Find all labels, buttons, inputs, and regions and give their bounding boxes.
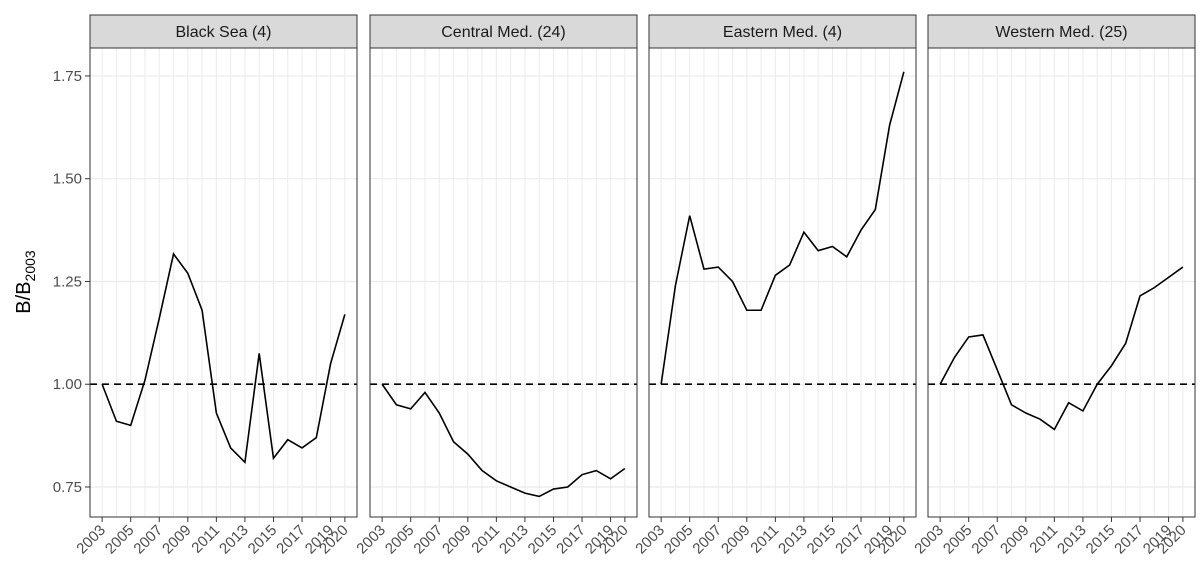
x-tick-label: 2005 — [940, 522, 976, 558]
x-tick-label: 2007 — [689, 522, 725, 558]
panel-border — [927, 47, 1196, 518]
x-tick-label: 2005 — [661, 522, 697, 558]
y-axis-label: B/B2003 — [13, 250, 38, 314]
y-tick-label: 1.00 — [53, 376, 82, 393]
strip — [369, 14, 638, 49]
x-tick-label: 2003 — [353, 522, 389, 558]
y-tick-label: 1.75 — [53, 68, 82, 85]
x-tick-label: 2013 — [1054, 522, 1090, 558]
panel-title: Western Med. (25) — [995, 24, 1127, 41]
x-tick-label: 2011 — [188, 522, 223, 557]
x-tick-label: 2003 — [632, 522, 668, 558]
x-tick-label: 2009 — [997, 522, 1033, 558]
x-tick-label: 2003 — [911, 522, 947, 558]
panel-title: Black Sea (4) — [175, 24, 271, 41]
x-tick-label: 2003 — [73, 522, 109, 558]
y-tick-label: 0.75 — [53, 479, 82, 496]
x-tick-label: 2011 — [468, 522, 503, 557]
x-tick-label: 2009 — [718, 522, 754, 558]
x-tick-label: 2017 — [832, 522, 868, 558]
x-tick-label: 2013 — [216, 522, 252, 558]
line — [660, 71, 905, 385]
y-axis-label-main: B/B — [13, 281, 35, 313]
x-tick-label: 2015 — [525, 522, 561, 558]
line — [381, 383, 626, 498]
y-tick-label: 1.25 — [53, 273, 82, 290]
strip — [89, 14, 358, 49]
x-tick-label: 2011 — [1026, 522, 1061, 557]
x-tick-label: 2011 — [747, 522, 782, 557]
x-tick-label: 2009 — [439, 522, 475, 558]
x-tick-label: 2017 — [553, 522, 589, 558]
x-tick-label: 2015 — [1083, 522, 1119, 558]
panel-border — [648, 47, 917, 518]
x-tick-label: 2017 — [273, 522, 309, 558]
panel-title: Central Med. (24) — [441, 24, 566, 41]
panel-border — [369, 47, 638, 518]
x-tick-label: 2007 — [968, 522, 1004, 558]
line — [101, 252, 346, 465]
y-tick-label: 1.50 — [53, 171, 82, 188]
x-tick-label: 2007 — [410, 522, 446, 558]
x-tick-label: 2007 — [130, 522, 166, 558]
panel-border — [89, 47, 358, 518]
x-tick-label: 2009 — [159, 522, 195, 558]
line — [939, 266, 1184, 431]
x-tick-label: 2005 — [382, 522, 418, 558]
x-tick-label: 2015 — [245, 522, 281, 558]
strip — [927, 14, 1196, 49]
panel-title: Eastern Med. (4) — [723, 24, 842, 41]
x-tick-label: 2013 — [496, 522, 532, 558]
x-tick-label: 2017 — [1111, 522, 1147, 558]
strip — [648, 14, 917, 49]
y-axis-label-sub: 2003 — [22, 250, 38, 281]
x-tick-label: 2005 — [102, 522, 138, 558]
x-tick-label: 2013 — [775, 522, 811, 558]
x-tick-label: 2015 — [804, 522, 840, 558]
